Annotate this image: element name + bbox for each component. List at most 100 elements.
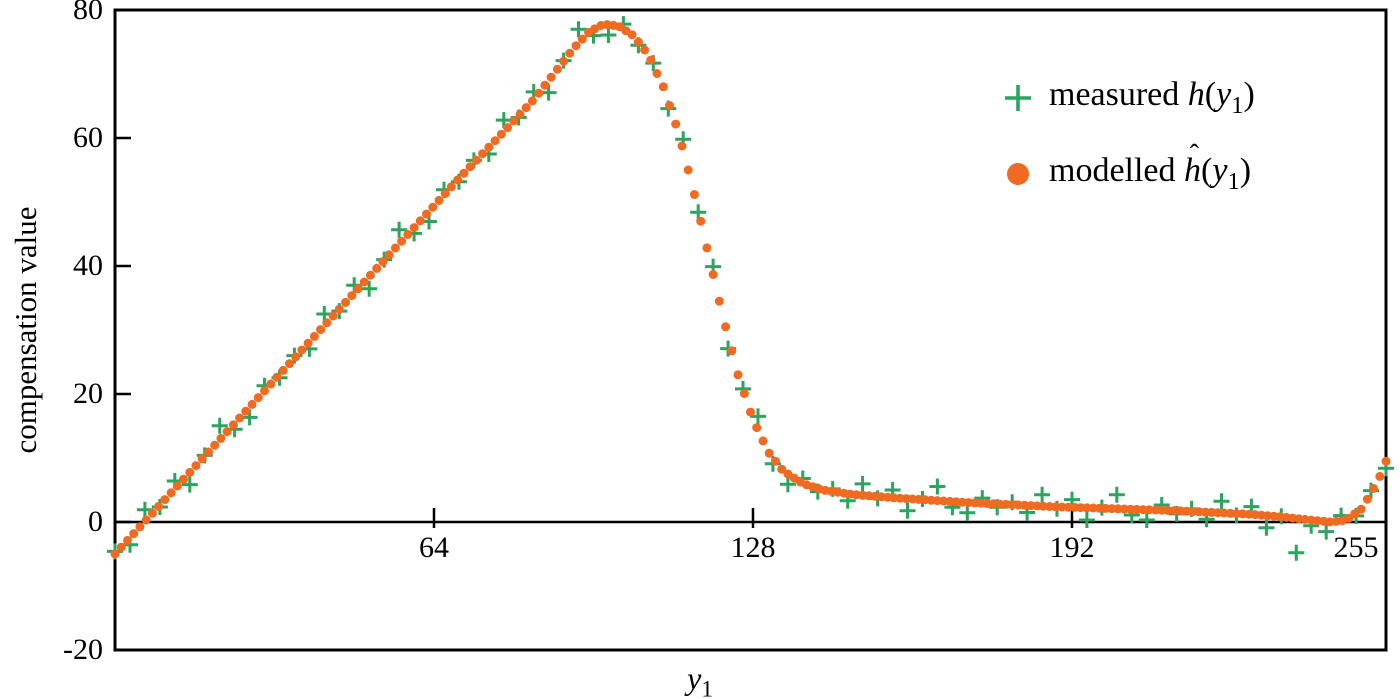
modelled-data-point <box>372 263 382 273</box>
modelled-data-point <box>677 141 687 151</box>
modelled-data-point <box>733 370 743 380</box>
legend-label-measured: measured h (y1) <box>1049 76 1255 119</box>
y-tick-label: 0 <box>88 505 103 538</box>
y-tick-label: -20 <box>63 633 103 666</box>
y-tick-label: 40 <box>73 249 103 282</box>
modelled-data-point <box>1350 509 1360 519</box>
modelled-data-point <box>1057 502 1067 512</box>
legend-measured-func: h <box>1187 76 1205 114</box>
modelled-data-point <box>478 149 488 159</box>
modelled-data-point <box>1082 503 1092 513</box>
modelled-data-point <box>565 48 575 58</box>
modelled-data-point <box>328 311 338 321</box>
legend: measured h (y1) modelled h ˆ (y1) <box>1003 60 1255 212</box>
modelled-data-point <box>359 277 369 287</box>
x-tick-label: 128 <box>730 531 776 564</box>
modelled-data-point <box>546 72 556 82</box>
modelled-data-point <box>1119 504 1129 514</box>
y-tick-label: 60 <box>73 121 103 154</box>
modelled-data-point <box>665 101 674 110</box>
modelled-data-point <box>160 495 170 505</box>
modelled-data-point <box>509 116 519 126</box>
modelled-data-point <box>708 270 718 279</box>
modelled-data-point <box>172 481 182 491</box>
x-tick-label: 192 <box>1049 531 1095 564</box>
modelled-data-point <box>746 407 755 417</box>
modelled-data-point <box>727 346 737 356</box>
modelled-data-point <box>135 522 145 532</box>
modelled-data-point <box>147 508 157 518</box>
modelled-data-point <box>1362 494 1372 504</box>
modelled-data-point <box>303 338 313 348</box>
modelled-data-point <box>291 352 301 362</box>
x-axis-title: y1 <box>0 660 1400 699</box>
modelled-data-point <box>577 34 587 44</box>
modelled-data-point <box>409 223 419 233</box>
modelled-data-point <box>1344 513 1354 523</box>
modelled-data-point <box>179 474 188 484</box>
modelled-data-point <box>334 304 344 314</box>
modelled-data-point <box>633 37 643 47</box>
modelled-data-point <box>210 440 220 450</box>
modelled-data-point <box>222 427 232 437</box>
modelled-data-point <box>652 69 662 78</box>
modelled-data-point <box>353 284 363 294</box>
modelled-data-point <box>627 30 637 40</box>
modelled-data-point <box>571 41 581 51</box>
modelled-data-point <box>253 393 263 403</box>
modelled-data-point <box>141 515 151 525</box>
legend-item-modelled: modelled h ˆ (y1) <box>1003 136 1255 212</box>
modelled-data-point <box>1375 471 1385 481</box>
modelled-data-point <box>770 456 780 466</box>
dot-marker-glyph <box>1007 163 1029 185</box>
modelled-data-point <box>204 447 213 457</box>
modelled-data-point <box>752 423 762 433</box>
modelled-data-point <box>347 291 357 301</box>
plus-marker-icon <box>1005 85 1031 111</box>
modelled-data-point <box>739 389 749 398</box>
modelled-data-point <box>228 420 238 430</box>
dot-marker-icon <box>1007 163 1029 185</box>
modelled-data-point <box>235 413 245 423</box>
modelled-data-point <box>559 56 569 66</box>
modelled-data-point <box>465 162 475 172</box>
modelled-data-point <box>758 436 768 446</box>
y-tick-label: 20 <box>73 377 103 410</box>
modelled-data-point <box>1144 505 1154 515</box>
modelled-data-point <box>341 297 350 307</box>
modelled-data-point <box>671 119 681 129</box>
plus-marker-glyph <box>1005 85 1031 111</box>
modelled-data-point <box>527 96 537 106</box>
modelled-data-point <box>278 365 288 375</box>
modelled-data-point <box>266 379 276 389</box>
modelled-data-point <box>540 80 550 90</box>
legend-measured-prefix: measured <box>1049 76 1188 114</box>
modelled-data-point <box>309 331 319 341</box>
modelled-data-point <box>1356 504 1366 514</box>
legend-label-modelled: modelled h ˆ (y1) <box>1049 138 1252 195</box>
modelled-data-point <box>534 88 544 98</box>
axis-ticks <box>115 8 1074 652</box>
modelled-data-point <box>384 250 394 260</box>
modelled-data-point <box>484 142 494 152</box>
modelled-data-point <box>110 549 120 559</box>
hat-accent: ˆ <box>1189 138 1199 169</box>
modelled-data-point <box>515 109 525 119</box>
modelled-data-point <box>322 318 332 328</box>
y-tick-label: 80 <box>73 0 103 26</box>
modelled-data-point <box>116 542 126 552</box>
modelled-data-point <box>646 55 656 65</box>
modelled-data-point <box>471 155 481 165</box>
modelled-data-point <box>123 535 132 545</box>
modelled-data-point <box>247 399 257 409</box>
modelled-data-point <box>365 270 375 280</box>
modelled-data-point <box>166 488 176 498</box>
modelled-data-point <box>453 175 463 185</box>
modelled-data-point <box>197 454 207 464</box>
modelled-data-point <box>403 229 413 239</box>
modelled-data-point <box>241 406 251 416</box>
modelled-data-point <box>428 202 438 212</box>
x-axis-title-subscript: 1 <box>701 675 713 699</box>
